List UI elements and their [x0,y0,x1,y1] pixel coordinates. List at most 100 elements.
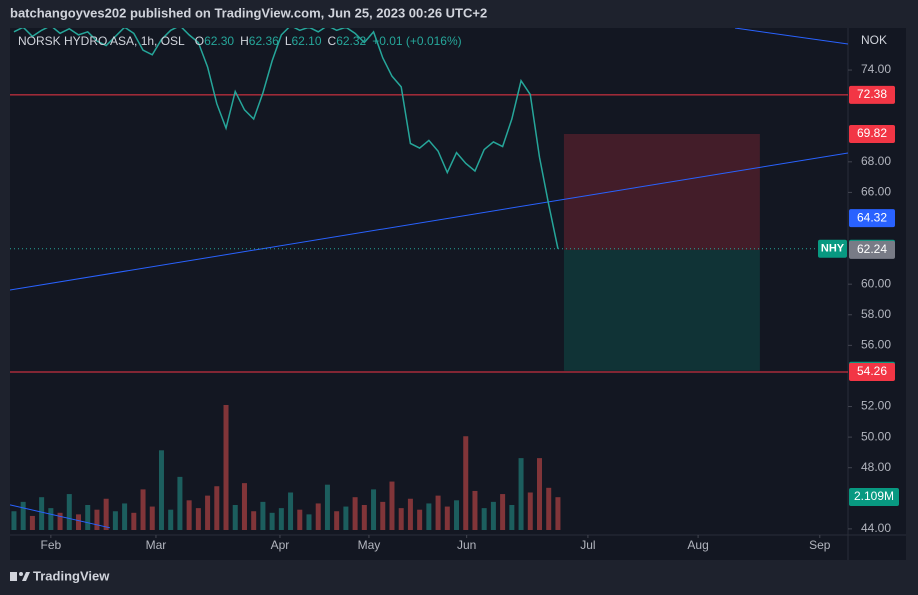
volume-tag-label: 2.109M [854,489,894,503]
volume-bar [29,515,35,530]
volume-bar [426,503,432,530]
volume-bar [463,436,469,530]
volume-bar [149,506,155,530]
volume-bar [518,458,524,530]
y-tick-label: 66.00 [861,185,891,199]
x-tick-label: Jul [580,538,595,552]
y-tick-label: 44.00 [861,521,891,535]
volume-bar [76,514,82,530]
volume-bar [131,512,137,530]
y-tick-label: 50.00 [861,429,891,443]
volume-bar [205,495,211,530]
legend-value: 62.10 [292,34,322,48]
volume-bar [481,508,487,530]
target-zone [563,249,760,371]
volume-bar [546,487,552,530]
footer-logo [10,572,30,581]
price-tag [849,209,895,228]
price-tag-label: 69.82 [857,126,887,140]
y-tick-label: 52.00 [861,399,891,413]
volume-bar [85,505,91,530]
volume-bar [398,508,404,530]
volume-bar [435,495,441,530]
legend-key: H [240,34,249,48]
volume-bar [555,497,561,530]
legend-symbol: NORSK HYDRO ASA, 1h, OSL [18,34,185,48]
y-tick-label: 74.00 [861,62,891,76]
x-tick-label: Feb [41,538,62,552]
price-tag-label: 72.38 [857,87,887,101]
volume-bar [57,512,63,530]
legend-value: 62.32 [336,34,366,48]
trend-line [734,28,848,45]
header: batchangoyves202 published on TradingVie… [10,5,487,20]
volume-bar [417,509,423,530]
trend-line [10,504,111,529]
price-tag [849,85,895,104]
price-tag-label: 62.24 [857,242,887,256]
logo-part [10,572,17,581]
y-tick-label: 56.00 [861,338,891,352]
volume-bar [260,501,266,530]
legend-change: +0.01 (+0.016%) [372,34,461,48]
price-tag [849,240,895,259]
volume-bar [122,503,128,530]
volume-bar [343,506,349,530]
legend-value: 62.36 [249,34,279,48]
y-tick-label: 60.00 [861,276,891,290]
plot-area [10,28,906,560]
footer-brand: TradingView [33,568,110,583]
volume-bar [48,508,54,530]
volume-bar [389,481,395,530]
y-tick-label: 58.00 [861,307,891,321]
volume-bar [186,500,192,530]
x-tick-label: May [358,538,381,552]
volume-bar [509,505,515,530]
volume-bar [195,508,201,530]
volume-bar [288,492,294,530]
legend-key: O [195,34,204,48]
volume-bar [334,511,340,530]
logo-part [19,572,23,576]
volume-bar [158,450,164,530]
volume-bar [140,489,146,530]
overlay: 74.00 68.00 66.00 60.00 58.00 56.00 52.00 50.00… [18,33,899,552]
volume-bar [297,509,303,530]
legend-key: C [328,34,337,48]
volume-bar [269,512,275,530]
volume-bar [168,509,174,530]
volume-bar [112,511,118,530]
volume-bar [324,484,330,530]
volume-bar [315,503,321,530]
price-tag-label: 64.32 [857,210,887,224]
price-tag-label: 54.26 [857,364,887,378]
y-tick-label: 48.00 [861,460,891,474]
volume-bar [11,511,17,530]
volume-bar [103,498,109,530]
volume-bar [251,511,257,530]
trend-line [10,152,848,291]
volume-bar [371,489,377,530]
x-tick-label: Aug [687,538,708,552]
price-tag [849,124,895,143]
volume-bar [20,501,26,530]
legend-key: L [285,34,292,48]
volume-bar [306,514,312,530]
symbol-tag [818,239,847,258]
price-line [13,28,559,249]
volume-bar [94,509,100,530]
volume-bar [241,483,247,530]
volume-bar [537,458,543,530]
price-tag [849,362,895,381]
volume-bar [214,486,220,530]
symbol-tag-label: NHY [821,243,845,255]
logo-part [22,572,30,581]
x-tick-label: Sep [809,538,831,552]
y-tick-label: 68.00 [861,154,891,168]
volume-bar [352,497,358,530]
volume-bar [278,508,284,530]
stop-zone [563,133,760,250]
volume-bar [223,405,229,530]
